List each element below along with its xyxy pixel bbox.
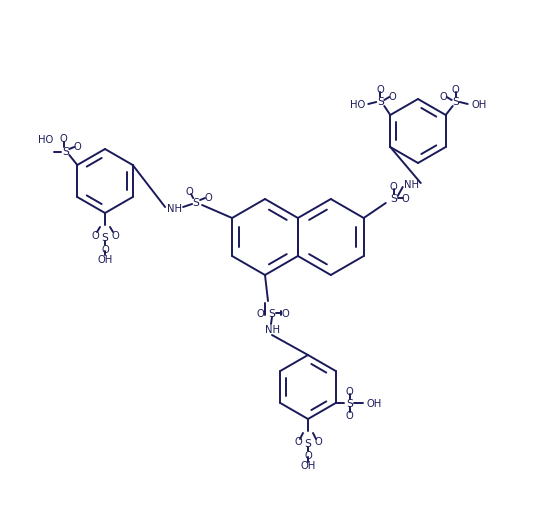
Text: O: O — [91, 231, 99, 241]
Text: NH: NH — [166, 204, 181, 214]
Text: O: O — [304, 450, 312, 460]
Text: OH: OH — [367, 398, 382, 408]
Text: O: O — [256, 308, 264, 318]
Text: O: O — [346, 410, 354, 420]
Text: OH: OH — [97, 254, 113, 265]
Text: HO: HO — [350, 100, 365, 110]
Text: S: S — [62, 147, 69, 157]
Text: S: S — [102, 233, 108, 242]
Text: S: S — [269, 308, 275, 318]
Text: NH: NH — [265, 324, 280, 334]
Text: O: O — [376, 85, 384, 95]
Text: O: O — [346, 386, 354, 396]
Text: S: S — [452, 97, 459, 107]
Text: O: O — [281, 308, 289, 318]
Text: O: O — [314, 436, 322, 446]
Text: S: S — [346, 398, 353, 408]
Text: O: O — [101, 244, 109, 254]
Text: O: O — [204, 192, 212, 203]
Text: O: O — [440, 92, 447, 102]
Text: O: O — [390, 182, 397, 191]
Text: O: O — [402, 193, 410, 204]
Text: O: O — [294, 436, 302, 446]
Text: OH: OH — [300, 460, 316, 470]
Text: HO: HO — [38, 135, 53, 145]
Text: O: O — [185, 187, 193, 196]
Text: S: S — [390, 193, 397, 204]
Text: S: S — [377, 97, 384, 107]
Text: O: O — [111, 231, 119, 241]
Text: S: S — [193, 197, 200, 208]
Text: O: O — [388, 92, 396, 102]
Text: NH: NH — [404, 180, 419, 190]
Text: S: S — [305, 438, 311, 448]
Text: O: O — [452, 85, 460, 95]
Text: O: O — [59, 134, 67, 144]
Text: OH: OH — [472, 100, 487, 110]
Text: O: O — [73, 142, 81, 152]
